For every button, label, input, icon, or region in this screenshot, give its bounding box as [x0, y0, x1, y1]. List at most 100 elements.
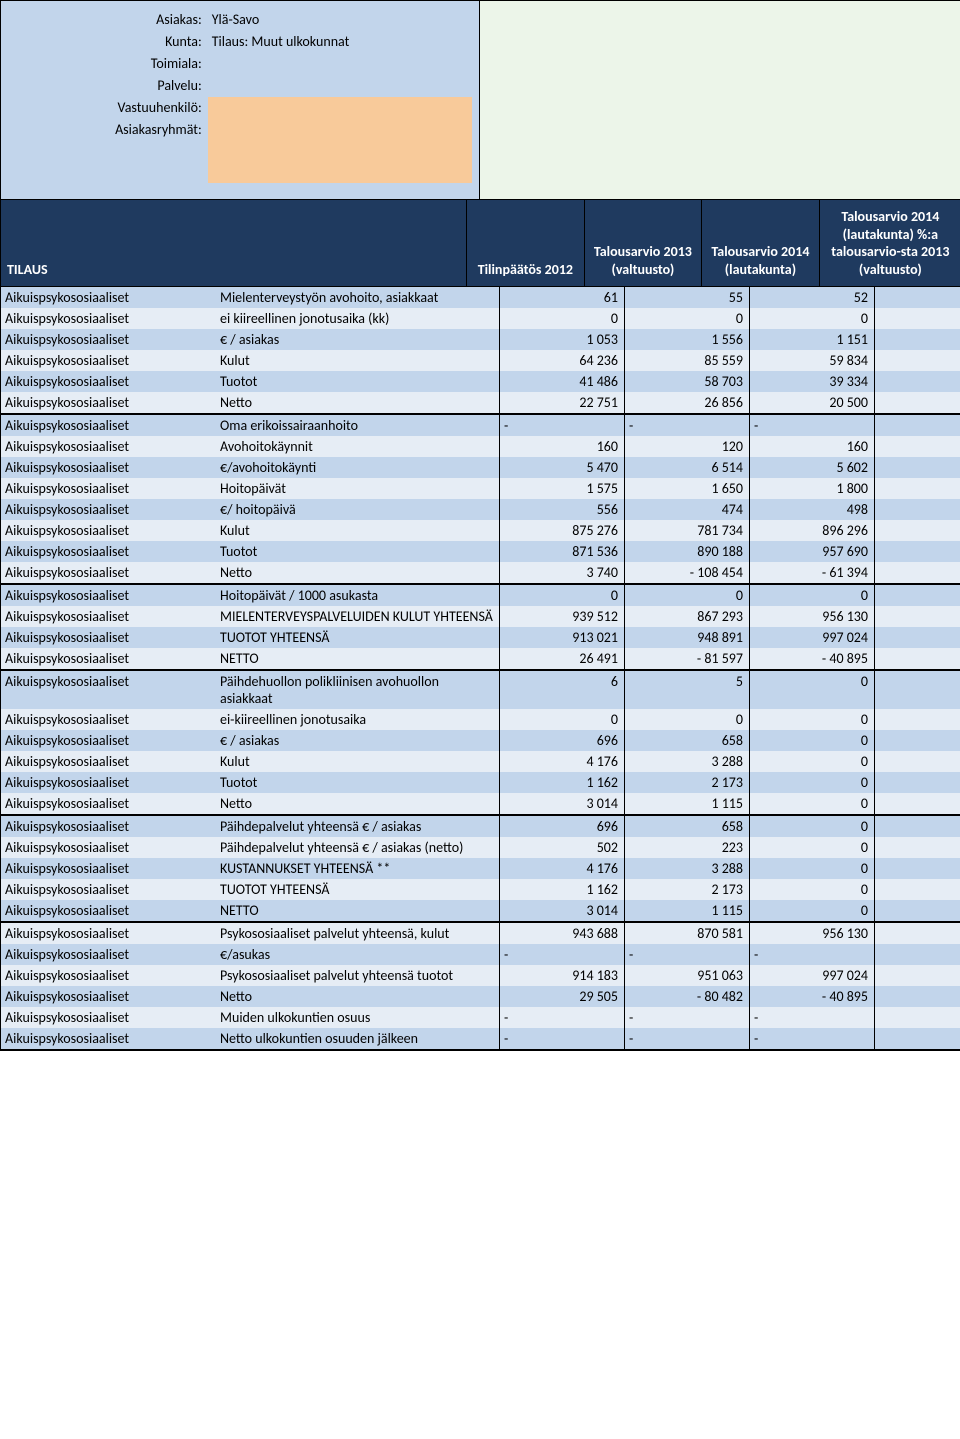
info-label: Palvelu: [1, 75, 202, 97]
cell-label: NETTO [216, 648, 500, 670]
cell-value: 3 014 [500, 900, 625, 922]
cell-label: € / asiakas [216, 329, 500, 350]
cell-value [875, 1007, 960, 1028]
cell-value: 0 [750, 879, 875, 900]
cell-value: 29 505 [500, 986, 625, 1007]
cell-category: Aikuispsykososiaaliset [1, 965, 216, 986]
cell-value: 4 176 [500, 858, 625, 879]
cell-value: 74 % [875, 329, 960, 350]
cell-value: 64 236 [500, 350, 625, 371]
cell-value: 3 014 [500, 793, 625, 815]
cell-category: Aikuispsykososiaaliset [1, 371, 216, 392]
info-value-kunta: Tilaus: Muut ulkokunnat [212, 31, 479, 53]
table-row: Aikuispsykososiaaliset€ / asiakas1 0531 … [1, 329, 960, 350]
cell-label: TUOTOT YHTEENSÄ [216, 879, 500, 900]
cell-value: 120 [625, 436, 750, 457]
table-row: AikuispsykososiaalisetTUOTOT YHTEENSÄ1 1… [1, 879, 960, 900]
cell-value: 110 % [875, 606, 960, 627]
cell-category: Aikuispsykososiaaliset [1, 329, 216, 350]
table-row: AikuispsykososiaalisetNETTO26 491- 81 59… [1, 648, 960, 670]
cell-category: Aikuispsykososiaaliset [1, 670, 216, 709]
table-row: AikuispsykososiaalisetNetto ulkokuntien … [1, 1028, 960, 1050]
info-labels: Asiakas:Kunta:Toimiala:Palvelu:Vastuuhen… [1, 1, 208, 199]
cell-value: 3 740 [500, 562, 625, 584]
cell-category: Aikuispsykososiaaliset [1, 648, 216, 670]
table-row: Aikuispsykososiaaliset€/ hoitopäivä55647… [1, 499, 960, 520]
cell-label: ei kiireellinen jonotusaika (kk) [216, 308, 500, 329]
cell-value: 871 536 [500, 541, 625, 562]
col-header-pct: Talousarvio 2014 (lautakunta) %:a talous… [820, 200, 960, 286]
cell-value: 875 276 [500, 520, 625, 541]
table-row: AikuispsykososiaalisetPsykososiaaliset p… [1, 922, 960, 944]
cell-value [875, 414, 960, 436]
table-row: Aikuispsykososiaaliset€ / asiakas6966580… [1, 730, 960, 751]
table-row: AikuispsykososiaalisetMielenterveystyön … [1, 287, 960, 309]
table-row: AikuispsykososiaalisetPsykososiaaliset p… [1, 965, 960, 986]
cell-value: 556 [500, 499, 625, 520]
cell-value: 957 690 [750, 541, 875, 562]
cell-category: Aikuispsykososiaaliset [1, 944, 216, 965]
cell-category: Aikuispsykososiaaliset [1, 350, 216, 371]
cell-value: - [625, 1007, 750, 1028]
cell-value: 0 % [875, 709, 960, 730]
table-row: AikuispsykososiaalisetNetto29 505- 80 48… [1, 986, 960, 1007]
cell-value: 3 288 [625, 751, 750, 772]
cell-label: € / asiakas [216, 730, 500, 751]
table-row: AikuispsykososiaalisetTuotot41 48658 703… [1, 371, 960, 392]
cell-value: 997 024 [750, 965, 875, 986]
cell-value: 110 % [875, 922, 960, 944]
cell-label: TUOTOT YHTEENSÄ [216, 627, 500, 648]
cell-label: Netto [216, 793, 500, 815]
cell-label: Avohoitokäynnit [216, 436, 500, 457]
cell-value: 2 173 [625, 879, 750, 900]
cell-value: 1 650 [625, 478, 750, 499]
cell-value: 109 % [875, 478, 960, 499]
cell-label: KUSTANNUKSET YHTEENSÄ ** [216, 858, 500, 879]
cell-label: Psykososiaaliset palvelut yhteensä, kulu… [216, 922, 500, 944]
cell-value: 890 188 [625, 541, 750, 562]
cell-value: 0 [750, 837, 875, 858]
cell-value [875, 944, 960, 965]
cell-value: 0 % [875, 815, 960, 837]
info-value-asiakas: Ylä-Savo [212, 9, 479, 31]
cell-category: Aikuispsykososiaaliset [1, 627, 216, 648]
table-row: AikuispsykososiaalisetPäihdepalvelut yht… [1, 837, 960, 858]
cell-value: 658 [625, 730, 750, 751]
cell-label: €/avohoitokäynti [216, 457, 500, 478]
cell-category: Aikuispsykososiaaliset [1, 709, 216, 730]
cell-value: - [500, 1028, 625, 1050]
cell-value: 0 % [875, 308, 960, 329]
cell-value: 26 856 [625, 392, 750, 414]
cell-label: ei-kiireellinen jonotusaika [216, 709, 500, 730]
table-row: AikuispsykososiaalisetMuiden ulkokuntien… [1, 1007, 960, 1028]
cell-label: Muiden ulkokuntien osuus [216, 1007, 500, 1028]
cell-label: Kulut [216, 751, 500, 772]
info-label: Asiakas: [1, 9, 202, 31]
info-label: Vastuuhenkilö: [1, 97, 202, 119]
cell-value: 658 [625, 815, 750, 837]
cell-value: - [750, 1007, 875, 1028]
cell-value: 1 162 [500, 772, 625, 793]
cell-value: 0 [750, 751, 875, 772]
cell-category: Aikuispsykososiaaliset [1, 922, 216, 944]
cell-value: 86 % [875, 457, 960, 478]
cell-value: 0 % [875, 837, 960, 858]
cell-value: 105 % [875, 965, 960, 986]
cell-category: Aikuispsykososiaaliset [1, 858, 216, 879]
cell-category: Aikuispsykososiaaliset [1, 436, 216, 457]
cell-value [875, 900, 960, 922]
cell-value: 39 334 [750, 371, 875, 392]
cell-value: 502 [500, 837, 625, 858]
cell-label: Psykososiaaliset palvelut yhteensä tuoto… [216, 965, 500, 986]
table-row: AikuispsykososiaalisetKulut64 23685 5595… [1, 350, 960, 371]
cell-category: Aikuispsykososiaaliset [1, 606, 216, 627]
cell-value: 1 115 [625, 793, 750, 815]
cell-label: Tuotot [216, 371, 500, 392]
cell-category: Aikuispsykososiaaliset [1, 499, 216, 520]
cell-value: 0 [625, 584, 750, 606]
cell-value: - 81 597 [625, 648, 750, 670]
cell-value: 474 [625, 499, 750, 520]
cell-value: 4 176 [500, 751, 625, 772]
cell-value: 76 % [875, 392, 960, 414]
cell-label: €/asukas [216, 944, 500, 965]
